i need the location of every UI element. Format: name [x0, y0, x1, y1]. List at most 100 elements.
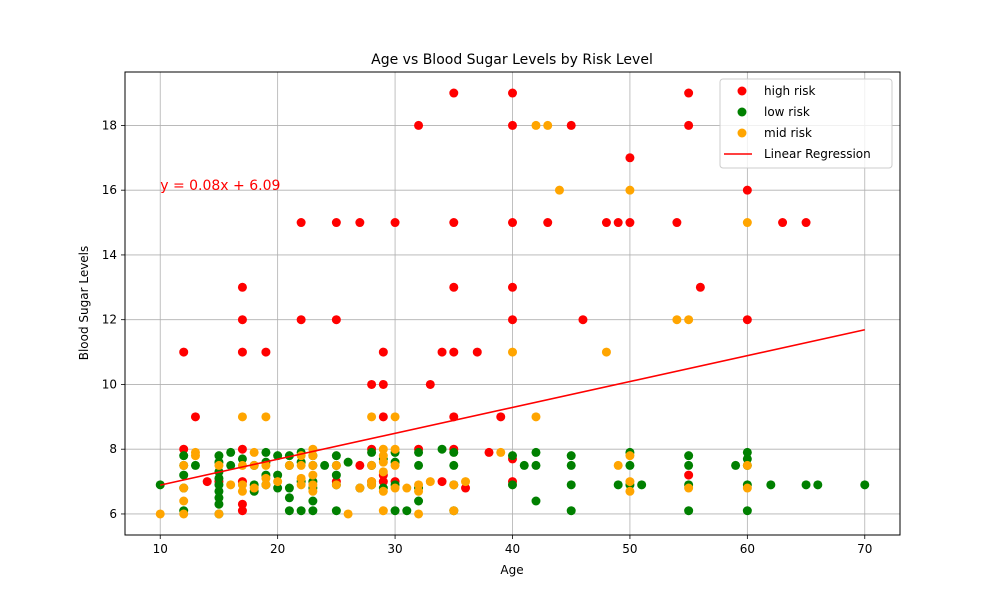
data-point	[237, 315, 247, 325]
data-point	[578, 315, 588, 325]
data-point	[625, 486, 635, 496]
data-point	[284, 493, 294, 503]
data-point	[308, 451, 318, 461]
data-point	[226, 460, 236, 470]
data-point	[331, 506, 341, 516]
data-point	[202, 477, 212, 487]
data-point	[190, 451, 200, 461]
data-point	[742, 483, 752, 493]
x-tick-label: 10	[153, 542, 168, 556]
data-point	[179, 483, 189, 493]
data-point	[414, 486, 424, 496]
data-point	[554, 185, 564, 195]
data-point	[308, 506, 318, 516]
x-axis: 10 20 30 40 50 60 70	[153, 535, 872, 556]
data-point	[308, 480, 318, 490]
data-point	[261, 412, 271, 422]
data-point	[449, 447, 459, 457]
legend-marker	[737, 86, 747, 96]
legend-marker	[737, 107, 747, 117]
data-point	[742, 185, 752, 195]
data-point	[731, 460, 741, 470]
data-point	[331, 218, 341, 228]
x-tick-label: 60	[740, 542, 755, 556]
data-point	[296, 218, 306, 228]
data-point	[414, 460, 424, 470]
data-point	[214, 480, 224, 490]
data-point	[261, 480, 271, 490]
data-point	[237, 460, 247, 470]
data-point	[308, 470, 318, 480]
data-point	[284, 460, 294, 470]
data-point	[684, 315, 694, 325]
data-point	[296, 315, 306, 325]
data-point	[601, 347, 611, 357]
data-point	[261, 473, 271, 483]
data-point	[237, 499, 247, 509]
data-point	[566, 480, 576, 490]
legend-label: high risk	[764, 84, 815, 98]
data-point	[249, 447, 259, 457]
data-point	[508, 451, 517, 461]
data-point	[625, 185, 635, 195]
data-point	[801, 480, 811, 490]
x-tick-label: 30	[387, 542, 402, 556]
data-point	[378, 444, 388, 454]
data-point	[684, 120, 694, 130]
data-point	[367, 480, 377, 490]
legend-box	[719, 78, 893, 169]
regression-equation: y = 0.08x + 6.09	[160, 178, 280, 194]
x-axis-label: Age	[500, 563, 523, 577]
data-point	[449, 282, 459, 292]
data-point	[331, 315, 341, 325]
data-points	[155, 88, 870, 519]
data-point	[519, 460, 529, 470]
data-point	[355, 483, 365, 493]
data-point	[742, 315, 752, 325]
data-point	[778, 218, 788, 228]
data-point	[378, 486, 388, 496]
data-point	[331, 480, 341, 490]
data-point	[684, 451, 694, 461]
data-point	[637, 480, 647, 490]
data-point	[237, 480, 247, 490]
data-point	[179, 451, 189, 461]
data-point	[461, 477, 471, 487]
data-point	[566, 120, 576, 130]
data-point	[531, 460, 541, 470]
data-point	[484, 447, 494, 457]
legend-label: low risk	[764, 105, 810, 119]
data-point	[179, 509, 189, 519]
data-point	[284, 483, 294, 493]
data-point	[308, 486, 318, 496]
x-tick-label: 70	[857, 542, 872, 556]
data-point	[801, 218, 811, 228]
legend-marker	[737, 128, 747, 138]
data-point	[414, 509, 424, 519]
data-point	[308, 496, 318, 506]
data-point	[273, 477, 283, 487]
data-point	[425, 379, 435, 389]
data-point	[155, 509, 165, 519]
y-tick-label: 8	[109, 442, 117, 456]
data-point	[531, 120, 541, 130]
legend-label: mid risk	[764, 126, 812, 140]
data-point	[461, 483, 471, 493]
data-point	[355, 218, 365, 228]
data-point	[378, 379, 388, 389]
data-point	[190, 412, 200, 422]
data-point	[378, 467, 388, 477]
data-point	[860, 480, 870, 490]
data-point	[508, 120, 517, 130]
data-point	[425, 477, 435, 487]
data-point	[813, 480, 823, 490]
y-tick-label: 16	[102, 183, 117, 197]
data-point	[625, 477, 635, 487]
x-tick-label: 50	[622, 542, 637, 556]
y-tick-label: 18	[102, 118, 117, 132]
data-point	[214, 473, 224, 483]
data-point	[320, 460, 330, 470]
data-point	[613, 460, 623, 470]
data-point	[237, 444, 247, 454]
data-point	[214, 460, 224, 470]
